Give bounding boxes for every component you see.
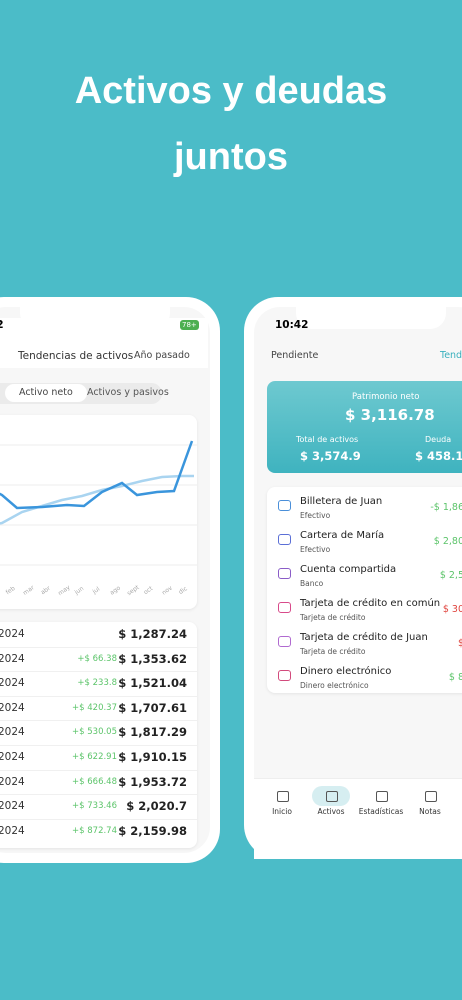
row-value: $ 1,521.04 xyxy=(118,676,187,691)
assets: $ 3,574.9 xyxy=(300,449,361,463)
account-name: Dinero electrónico xyxy=(300,666,392,677)
account-type: Efectivo xyxy=(300,545,331,554)
account-name: Tarjeta de crédito en común xyxy=(300,598,441,609)
net-worth-label: Patrimonio neto xyxy=(352,392,420,402)
nav-label[interactable]: Inicio xyxy=(272,807,292,816)
row-change: +$ 233.8 xyxy=(77,678,117,689)
account-icon xyxy=(278,568,291,579)
divider xyxy=(0,646,197,648)
headline: Activos y deudas juntos xyxy=(74,70,388,178)
account-name: Billetera de Juan xyxy=(300,496,383,507)
row-change: +$ 733.46 xyxy=(72,801,117,812)
debt-label: Deuda xyxy=(425,435,452,444)
row-date: 2024 xyxy=(0,824,25,837)
account-type: Tarjeta de crédito xyxy=(300,613,366,622)
account-icon xyxy=(278,636,291,647)
tab[interactable]: Activo neto xyxy=(5,384,87,402)
account-amount: $ 30 xyxy=(442,604,462,615)
account-amount: $ 2,80 xyxy=(433,536,462,547)
row-date: 2024 xyxy=(0,628,25,640)
account-name: Tarjeta de crédito de Juan xyxy=(300,632,428,643)
row-change: +$ 666.48 xyxy=(72,776,117,787)
row-date: 2024 xyxy=(0,726,25,739)
account-name: Cartera de María xyxy=(300,530,385,541)
notch xyxy=(296,307,446,329)
nav-icon xyxy=(425,791,437,802)
account-icon xyxy=(278,670,291,681)
divider xyxy=(0,794,197,796)
row-value: $ 1,707.61 xyxy=(118,700,187,715)
row-change: +$ 872.74 xyxy=(72,825,117,836)
top-bar xyxy=(0,318,208,368)
net-worth: $ 3,116.78 xyxy=(345,406,435,424)
nav-icon xyxy=(376,791,388,802)
status-time: 10:42 xyxy=(275,319,309,331)
nav-active-pill xyxy=(312,786,350,806)
row-change: +$ 622.91 xyxy=(72,752,117,762)
list-card xyxy=(0,622,197,848)
nav-label[interactable]: Estadísticas xyxy=(358,807,404,816)
account-type: Efectivo xyxy=(300,511,331,520)
filter-select: Pendiente xyxy=(271,350,319,361)
nav-icon xyxy=(326,791,338,802)
assets-label: Total de activos xyxy=(296,435,359,444)
status-time: 2 xyxy=(0,317,4,333)
liabilities-line xyxy=(0,474,194,525)
row-value: $ 2,159.98 xyxy=(118,823,187,838)
divider xyxy=(0,818,197,820)
row-change: +$ 66.38 xyxy=(77,653,117,664)
row-value: $ 1,910.15 xyxy=(118,750,187,764)
divider xyxy=(0,745,197,746)
nav-icon xyxy=(277,791,289,802)
row-value: $ 1,817.29 xyxy=(118,725,187,740)
screen-title: Tendencias de activos xyxy=(18,350,134,362)
divider xyxy=(0,671,197,673)
nav-label[interactable]: Notas xyxy=(419,807,441,816)
row-value: $ 2,020.7 xyxy=(126,799,187,814)
divider xyxy=(0,695,197,697)
account-amount: $ 8 xyxy=(448,672,462,683)
debt: $ 458.12 xyxy=(415,449,462,463)
row-value: $ 1,287.24 xyxy=(118,627,187,641)
accounts-card xyxy=(267,487,462,693)
row-date: 2024 xyxy=(0,751,25,763)
row-date: 2024 xyxy=(0,800,25,813)
summary-card xyxy=(267,381,462,473)
battery: 78+ xyxy=(180,320,199,330)
row-value: $ 1,953.72 xyxy=(118,774,187,789)
account-icon xyxy=(278,602,291,613)
period-select: Año pasado xyxy=(134,350,190,361)
tab[interactable]: Activos y pasivos xyxy=(87,387,169,398)
row-value: $ 1,353.62 xyxy=(118,651,187,666)
net-line xyxy=(0,440,194,510)
row-date: 2024 xyxy=(0,677,25,690)
chart xyxy=(0,440,197,566)
nav-label[interactable]: Activos xyxy=(317,807,345,816)
row-date: 2024 xyxy=(0,652,25,665)
account-type: Banco xyxy=(300,579,324,588)
account-name: Cuenta compartida xyxy=(300,564,397,575)
divider xyxy=(0,720,197,722)
row-change: +$ 530.05 xyxy=(72,727,117,738)
account-type: Dinero electrónico xyxy=(300,681,369,690)
account-amount: $ 2,5 xyxy=(439,570,462,581)
account-amount: -$ 1,86 xyxy=(430,502,462,513)
row-change: +$ 420.37 xyxy=(72,702,117,713)
account-type: Tarjeta de crédito xyxy=(300,647,366,656)
account-icon xyxy=(278,534,291,545)
row-date: 2024 xyxy=(0,775,25,788)
chart-card xyxy=(0,415,197,609)
account-amount: $ xyxy=(457,638,462,649)
row-date: 2024 xyxy=(0,701,25,714)
trends-link[interactable]: Tend xyxy=(440,350,462,361)
divider xyxy=(0,769,197,771)
account-icon xyxy=(278,500,291,511)
